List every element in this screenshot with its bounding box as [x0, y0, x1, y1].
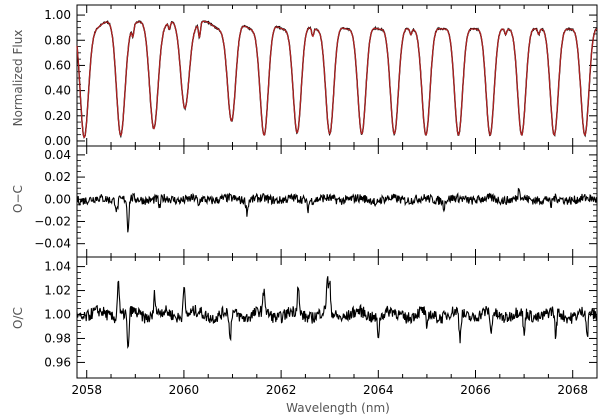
y-tick-label: 0.00 — [44, 192, 71, 206]
o-minus-c-panel: −0.04 −0.02 0.00 0.02 0.04 O−C — [11, 145, 598, 258]
x-tick-labels: 2058 2060 2062 2064 2066 2068 — [71, 383, 588, 397]
flux-ylabel: Normalized Flux — [11, 30, 25, 127]
o-minus-c-ylabel: O−C — [11, 185, 25, 213]
x-axis-label: Wavelength (nm) — [286, 401, 390, 415]
x-tick-label: 2058 — [71, 383, 102, 397]
y-tick-label: 0.02 — [44, 170, 71, 184]
y-tick-label: 1.02 — [44, 284, 71, 298]
x-tick-label: 2064 — [363, 383, 394, 397]
o-over-c-axes: 0.96 0.98 1.00 1.02 1.04 — [44, 256, 598, 379]
y-tick-label: 0.60 — [44, 58, 71, 72]
y-tick-label: 0.80 — [44, 33, 71, 47]
y-tick-label: 0.00 — [44, 134, 71, 148]
x-tick-label: 2060 — [169, 383, 200, 397]
o-over-c-panel: 0.96 0.98 1.00 1.02 1.04 O/C — [11, 256, 598, 379]
y-tick-label: 0.98 — [44, 331, 71, 345]
x-tick-label: 2066 — [460, 383, 491, 397]
y-tick-label: 0.20 — [44, 109, 71, 123]
y-tick-label: 0.04 — [44, 148, 71, 162]
o-over-c-ylabel: O/C — [11, 307, 25, 329]
y-tick-label: 1.04 — [44, 260, 71, 274]
y-tick-label: 0.96 — [44, 355, 71, 369]
o-minus-c-line — [76, 187, 598, 233]
flux-model-line — [76, 20, 598, 139]
x-tick-label: 2062 — [266, 383, 297, 397]
ratio-frame — [76, 256, 598, 379]
flux-panel: 0.00 0.20 0.40 0.60 0.80 1.00 Normalized Flux — [11, 4, 598, 148]
y-tick-label: 0.40 — [44, 84, 71, 98]
y-tick-label: −0.02 — [34, 214, 71, 228]
y-tick-label: −0.04 — [34, 237, 71, 251]
y-tick-label: 1.00 — [44, 8, 71, 22]
flux-panel-axes: 0.00 0.20 0.40 0.60 0.80 1.00 — [44, 4, 598, 148]
x-tick-label: 2068 — [557, 383, 588, 397]
y-tick-label: 1.00 — [44, 308, 71, 322]
o-over-c-line — [76, 276, 598, 350]
